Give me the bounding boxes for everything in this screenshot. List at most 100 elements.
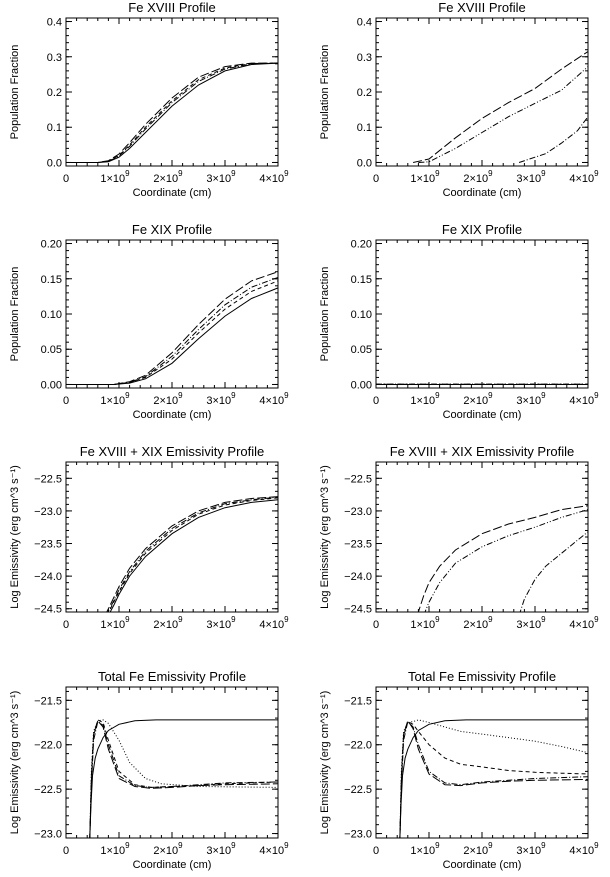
series-group bbox=[66, 271, 278, 385]
x-axis-label: Coordinate (cm) bbox=[443, 409, 522, 421]
y-axis-label: Log Emissivity (erg cm^3 s⁻¹) bbox=[319, 691, 331, 835]
y-tick-label: −21.5 bbox=[344, 695, 372, 707]
x-tick-label: 0 bbox=[63, 619, 69, 631]
series-line-4 bbox=[89, 720, 278, 838]
y-tick-label: −24.5 bbox=[344, 604, 372, 616]
x-tick-label: 4×109 bbox=[259, 391, 289, 407]
y-tick-label: −24.0 bbox=[34, 571, 62, 583]
x-tick-label: 2×109 bbox=[153, 615, 183, 631]
y-tick-label: 0.2 bbox=[47, 87, 62, 99]
series-line-4 bbox=[66, 62, 278, 163]
y-tick-label: −23.5 bbox=[34, 539, 62, 551]
panel-8: Total Fe Emissivity Profile 0 1×109 2×109 3×… bbox=[319, 669, 599, 871]
panel-6: Fe XVIII + XIX Emissivity Profile 0 1×109 2… bbox=[319, 444, 599, 631]
x-tick-label: 1×109 bbox=[410, 841, 440, 857]
series-group bbox=[66, 62, 278, 163]
panel-title: Fe XVIII + XIX Emissivity Profile bbox=[80, 444, 265, 459]
series-line-3 bbox=[107, 496, 278, 612]
y-tick-label: 0.10 bbox=[41, 309, 62, 321]
x-tick-label: 2×109 bbox=[153, 169, 183, 185]
series-line-2 bbox=[108, 497, 278, 612]
x-tick-label: 4×109 bbox=[259, 841, 289, 857]
x-tick-label: 0 bbox=[63, 845, 69, 857]
y-tick-label: 0.1 bbox=[357, 122, 372, 134]
plot-frame bbox=[65, 461, 279, 613]
series-line-5 bbox=[89, 719, 278, 838]
panel-title: Total Fe Emissivity Profile bbox=[408, 669, 556, 684]
series-group bbox=[89, 719, 278, 838]
panel-7: Total Fe Emissivity Profile 0 1×109 2×109 3×… bbox=[9, 669, 289, 871]
y-tick-label: 0.15 bbox=[41, 274, 62, 286]
x-tick-label: 3×109 bbox=[516, 169, 546, 185]
y-axis-label: Log Emissivity (erg cm^3 s⁻¹) bbox=[319, 465, 331, 609]
x-tick-label: 0 bbox=[373, 395, 379, 407]
x-tick-label: 4×109 bbox=[569, 615, 599, 631]
x-tick-label: 1×109 bbox=[410, 615, 440, 631]
y-tick-label: −23.0 bbox=[344, 829, 372, 841]
x-tick-label: 1×109 bbox=[100, 391, 130, 407]
x-tick-label: 3×109 bbox=[206, 615, 236, 631]
y-tick-label: −22.5 bbox=[34, 473, 62, 485]
series-line-2 bbox=[89, 719, 278, 838]
x-tick-label: 3×109 bbox=[516, 391, 546, 407]
plot-frame bbox=[65, 239, 279, 389]
x-axis-label: Coordinate (cm) bbox=[443, 187, 522, 199]
x-tick-label: 4×109 bbox=[569, 391, 599, 407]
x-tick-label: 2×109 bbox=[463, 169, 493, 185]
series-group bbox=[417, 505, 588, 612]
y-tick-label: −22.5 bbox=[344, 473, 372, 485]
y-tick-label: 0.20 bbox=[351, 239, 372, 251]
y-axis-label: Population Fraction bbox=[319, 267, 331, 362]
x-tick-label: 3×109 bbox=[516, 841, 546, 857]
y-tick-label: 0.1 bbox=[47, 122, 62, 134]
series-line-2 bbox=[399, 719, 588, 838]
y-tick-label: 0.2 bbox=[357, 87, 372, 99]
series-line-5 bbox=[399, 719, 588, 838]
panel-title: Total Fe Emissivity Profile bbox=[98, 669, 246, 684]
panel-title: Fe XIX Profile bbox=[442, 222, 522, 237]
y-tick-label: −21.5 bbox=[34, 695, 62, 707]
y-tick-label: −24.0 bbox=[344, 571, 372, 583]
y-axis-label: Population Fraction bbox=[9, 267, 21, 362]
series-line-3 bbox=[89, 719, 278, 838]
y-tick-label: −22.5 bbox=[34, 784, 62, 796]
y-tick-label: −23.5 bbox=[344, 539, 372, 551]
series-line-1 bbox=[66, 287, 278, 385]
y-tick-label: 0.20 bbox=[41, 239, 62, 251]
x-tick-label: 1×109 bbox=[100, 615, 130, 631]
series-line-3 bbox=[519, 531, 588, 612]
x-tick-label: 0 bbox=[373, 173, 379, 185]
y-tick-label: 0.00 bbox=[351, 379, 372, 391]
x-tick-label: 2×109 bbox=[463, 391, 493, 407]
x-tick-label: 2×109 bbox=[463, 615, 493, 631]
x-tick-label: 3×109 bbox=[516, 615, 546, 631]
series-line-4 bbox=[66, 271, 278, 385]
y-axis-label: Population Fraction bbox=[9, 45, 21, 140]
x-tick-label: 1×109 bbox=[410, 391, 440, 407]
x-axis-label: Coordinate (cm) bbox=[133, 187, 212, 199]
panel-3: Fe XIX Profile 0 1×109 2×109 3×109 4×109 0.00 0… bbox=[9, 222, 289, 421]
series-line-2 bbox=[424, 509, 588, 612]
plot-frame bbox=[65, 686, 279, 839]
series-group bbox=[399, 719, 588, 838]
x-tick-label: 0 bbox=[63, 395, 69, 407]
panel-title: Fe XVIII Profile bbox=[128, 0, 215, 15]
x-tick-label: 3×109 bbox=[206, 391, 236, 407]
plot-frame bbox=[375, 461, 589, 613]
x-tick-label: 3×109 bbox=[206, 841, 236, 857]
y-tick-label: 0.3 bbox=[47, 52, 62, 64]
y-tick-label: 0.0 bbox=[357, 157, 372, 169]
series-line-2 bbox=[66, 280, 278, 385]
series-line-3 bbox=[66, 62, 278, 163]
series-group bbox=[106, 496, 278, 612]
x-tick-label: 4×109 bbox=[259, 169, 289, 185]
series-line-1 bbox=[66, 62, 278, 163]
x-tick-label: 3×109 bbox=[206, 169, 236, 185]
series-line-3 bbox=[66, 276, 278, 385]
panel-5: Fe XVIII + XIX Emissivity Profile 0 1×109 2… bbox=[9, 444, 289, 631]
series-line-1 bbox=[417, 505, 588, 612]
y-tick-label: 0.05 bbox=[351, 344, 372, 356]
x-tick-label: 0 bbox=[373, 845, 379, 857]
x-tick-label: 4×109 bbox=[569, 169, 599, 185]
